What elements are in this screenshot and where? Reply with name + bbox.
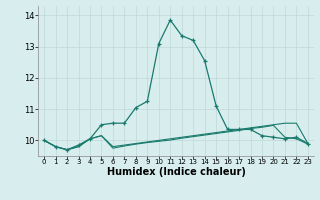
X-axis label: Humidex (Indice chaleur): Humidex (Indice chaleur) <box>107 167 245 177</box>
